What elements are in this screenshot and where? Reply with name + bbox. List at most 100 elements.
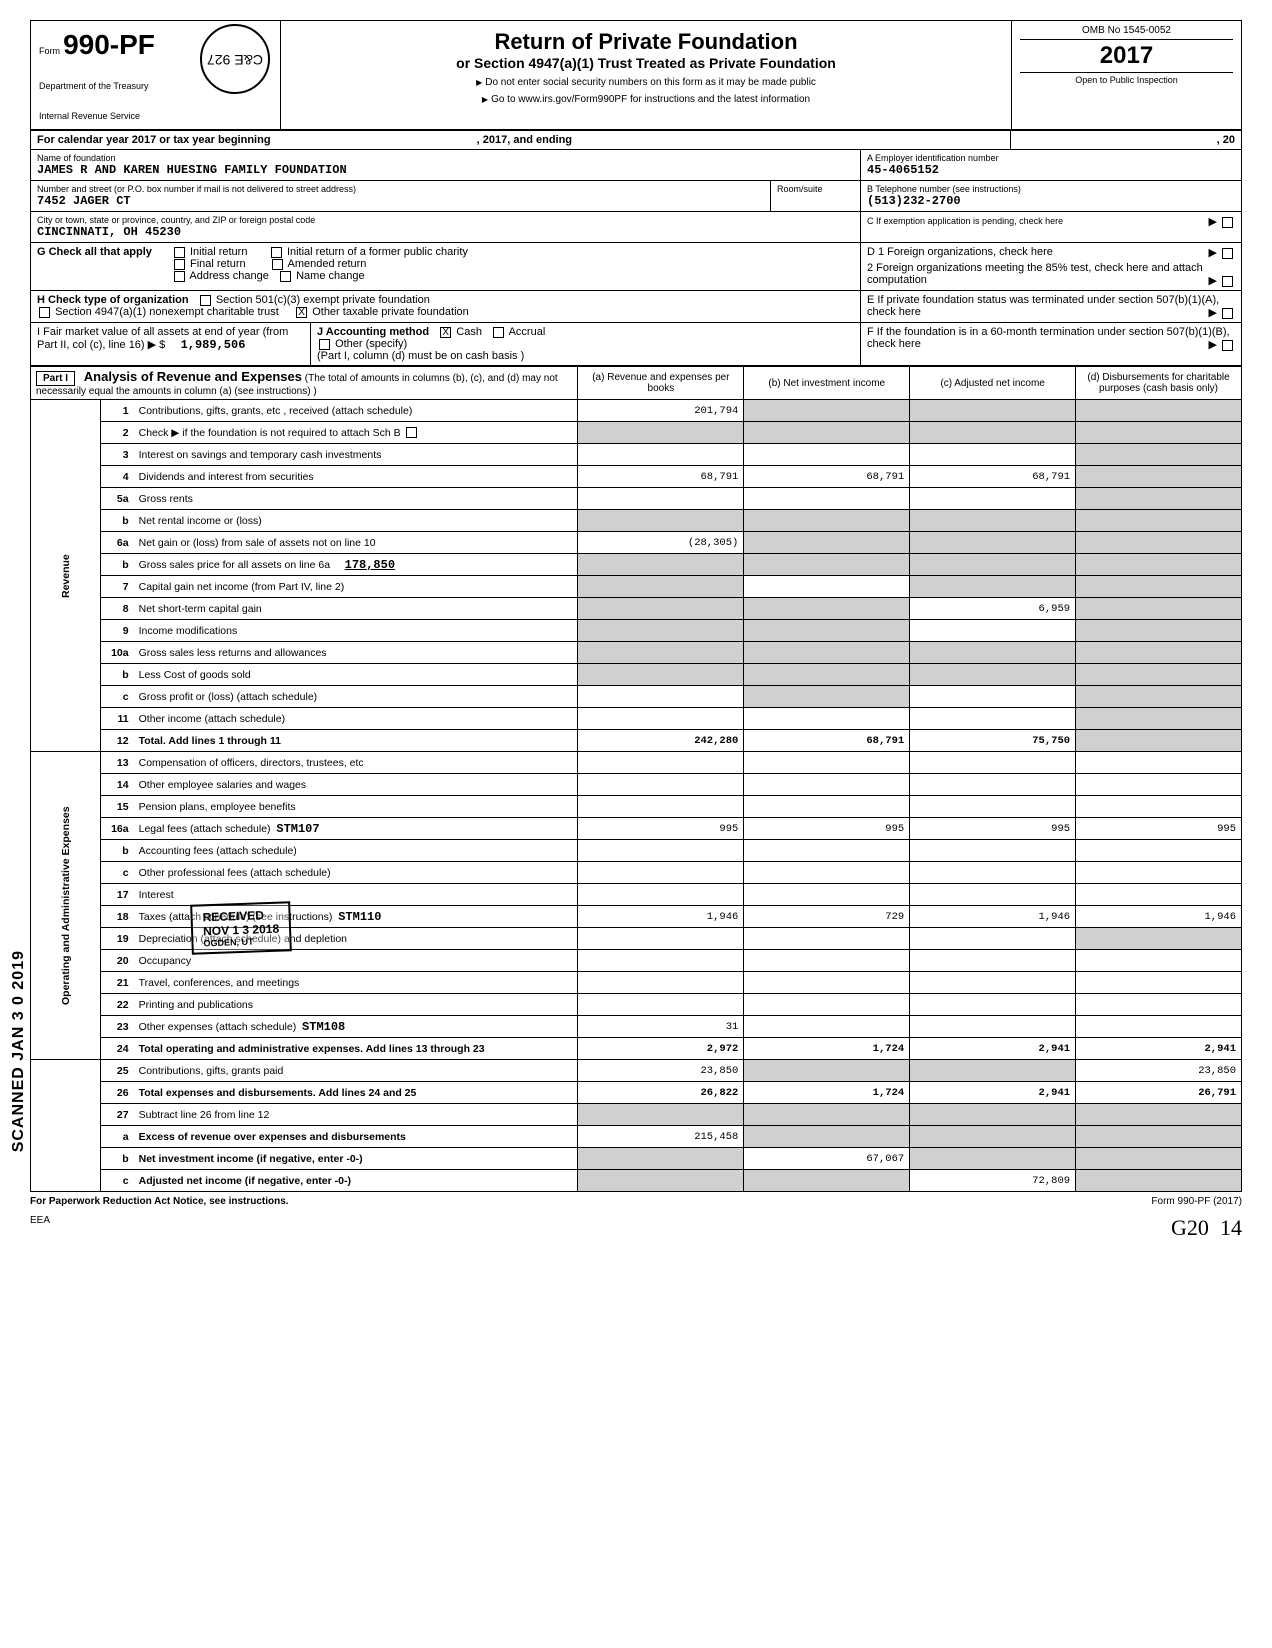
l2-checkbox[interactable] [406, 427, 417, 438]
h2-checkbox[interactable] [39, 307, 50, 318]
l25-d: 23,850 [1076, 1060, 1242, 1082]
handwritten-g20: G20 [1171, 1215, 1209, 1240]
calendar-end: , 20 [1217, 134, 1235, 146]
h3-text: Other taxable private foundation [312, 306, 469, 318]
open-inspection: Open to Public Inspection [1020, 73, 1233, 85]
l1-num: 1 [100, 400, 133, 422]
l16a-c: 995 [910, 818, 1076, 840]
g-namechg-checkbox[interactable] [280, 271, 291, 282]
j-other-checkbox[interactable] [319, 339, 330, 350]
l18-c: 1,946 [910, 906, 1076, 928]
j-accrual-checkbox[interactable] [493, 327, 504, 338]
l16a-d: 995 [1076, 818, 1242, 840]
l12-a: 242,280 [578, 730, 744, 752]
col-d-header: (d) Disbursements for charitable purpose… [1076, 367, 1242, 400]
phone-label: B Telephone number (see instructions) [867, 184, 1235, 194]
opex-side: Operating and Administrative Expenses [31, 752, 101, 1060]
d2-checkbox[interactable] [1222, 276, 1233, 287]
l27b-desc: Net investment income (if negative, ente… [134, 1148, 578, 1170]
l16b-desc: Accounting fees (attach schedule) [134, 840, 578, 862]
j-other: Other (specify) [335, 338, 407, 350]
l20-desc: Occupancy [134, 950, 578, 972]
g-initial-checkbox[interactable] [174, 247, 185, 258]
l12-c: 75,750 [910, 730, 1076, 752]
l6a-desc: Net gain or (loss) from sale of assets n… [134, 532, 578, 554]
g-addrchg-checkbox[interactable] [174, 271, 185, 282]
l19-desc: Depreciation (attach schedule) and deple… [134, 928, 578, 950]
city-value: CINCINNATI, OH 45230 [37, 225, 854, 239]
h1-checkbox[interactable] [200, 295, 211, 306]
l12-desc: Total. Add lines 1 through 11 [134, 730, 578, 752]
c-checkbox[interactable] [1222, 217, 1233, 228]
l27b-b: 67,067 [744, 1148, 910, 1170]
l1-a: 201,794 [578, 400, 744, 422]
l18-a: 1,946 [578, 906, 744, 928]
l26-d: 26,791 [1076, 1082, 1242, 1104]
l27c-c: 72,809 [910, 1170, 1076, 1192]
part1-table: Part I Analysis of Revenue and Expenses … [30, 366, 1242, 1192]
l17-desc: Interest [134, 884, 578, 906]
l24-d: 2,941 [1076, 1038, 1242, 1060]
l18-b: 729 [744, 906, 910, 928]
paperwork-notice: For Paperwork Reduction Act Notice, see … [30, 1196, 289, 1207]
calendar-line: For calendar year 2017 or tax year begin… [37, 134, 271, 146]
form-header: Form 990-PF Department of the Treasury I… [30, 20, 1242, 131]
l26-desc: Total expenses and disbursements. Add li… [134, 1082, 578, 1104]
l15-desc: Pension plans, employee benefits [134, 796, 578, 818]
l26-c: 2,941 [910, 1082, 1076, 1104]
ein-value: 45-4065152 [867, 163, 1235, 177]
l14-desc: Other employee salaries and wages [134, 774, 578, 796]
e-label: E If private foundation status was termi… [867, 294, 1219, 318]
g-namechg: Name change [296, 270, 365, 282]
calendar-mid: , 2017, and ending [477, 134, 572, 146]
l24-desc: Total operating and administrative expen… [134, 1038, 578, 1060]
l22-desc: Printing and publications [134, 994, 578, 1016]
h1-text: Section 501(c)(3) exempt private foundat… [216, 294, 430, 306]
j-label: J Accounting method [317, 326, 429, 338]
l26-b: 1,724 [744, 1082, 910, 1104]
i-label: I Fair market value of all assets at end… [37, 326, 288, 351]
g-final-checkbox[interactable] [174, 259, 185, 270]
l16a-b: 995 [744, 818, 910, 840]
l23-desc: Other expenses (attach schedule) STM108 [134, 1016, 578, 1038]
g-former-checkbox[interactable] [271, 247, 282, 258]
d1-label: D 1 Foreign organizations, check here [867, 246, 1053, 258]
f-checkbox[interactable] [1222, 340, 1233, 351]
form-subtitle: or Section 4947(a)(1) Trust Treated as P… [289, 55, 1003, 71]
g-final: Final return [190, 258, 246, 270]
l23-a: 31 [578, 1016, 744, 1038]
l10c-desc: Gross profit or (loss) (attach schedule) [134, 686, 578, 708]
l13-desc: Compensation of officers, directors, tru… [134, 752, 578, 774]
h-label: H Check type of organization [37, 294, 189, 306]
col-b-header: (b) Net investment income [744, 367, 910, 400]
g-amended-checkbox[interactable] [272, 259, 283, 270]
d2-label: 2 Foreign organizations meeting the 85% … [867, 262, 1203, 286]
l4-a: 68,791 [578, 466, 744, 488]
l9-desc: Income modifications [134, 620, 578, 642]
h3-checkbox[interactable]: X [296, 307, 307, 318]
l27c-desc: Adjusted net income (if negative, enter … [134, 1170, 578, 1192]
l6a-a: (28,305) [578, 532, 744, 554]
g-label: G Check all that apply [37, 246, 152, 282]
foundation-name: JAMES R AND KAREN HUESING FAMILY FOUNDAT… [37, 163, 854, 177]
l24-a: 2,972 [578, 1038, 744, 1060]
g-addrchg: Address change [189, 270, 269, 282]
form-label: Form [39, 46, 60, 56]
i-amount: 1,989,506 [181, 338, 246, 352]
e-checkbox[interactable] [1222, 308, 1233, 319]
irs-line: Internal Revenue Service [39, 111, 272, 121]
j-cash-checkbox[interactable]: X [440, 327, 451, 338]
dept-treasury: Department of the Treasury [39, 81, 272, 91]
phone-value: (513)232-2700 [867, 194, 1235, 208]
d1-checkbox[interactable] [1222, 248, 1233, 259]
g-former: Initial return of a former public charit… [287, 246, 468, 258]
l8-c: 6,959 [910, 598, 1076, 620]
suite-label: Room/suite [777, 184, 854, 194]
l24-b: 1,724 [744, 1038, 910, 1060]
l10a-desc: Gross sales less returns and allowances [134, 642, 578, 664]
l18-d: 1,946 [1076, 906, 1242, 928]
eea-label: EEA [30, 1215, 50, 1241]
l1-desc: Contributions, gifts, grants, etc , rece… [134, 400, 578, 422]
j-cash: Cash [456, 326, 482, 338]
l24-c: 2,941 [910, 1038, 1076, 1060]
